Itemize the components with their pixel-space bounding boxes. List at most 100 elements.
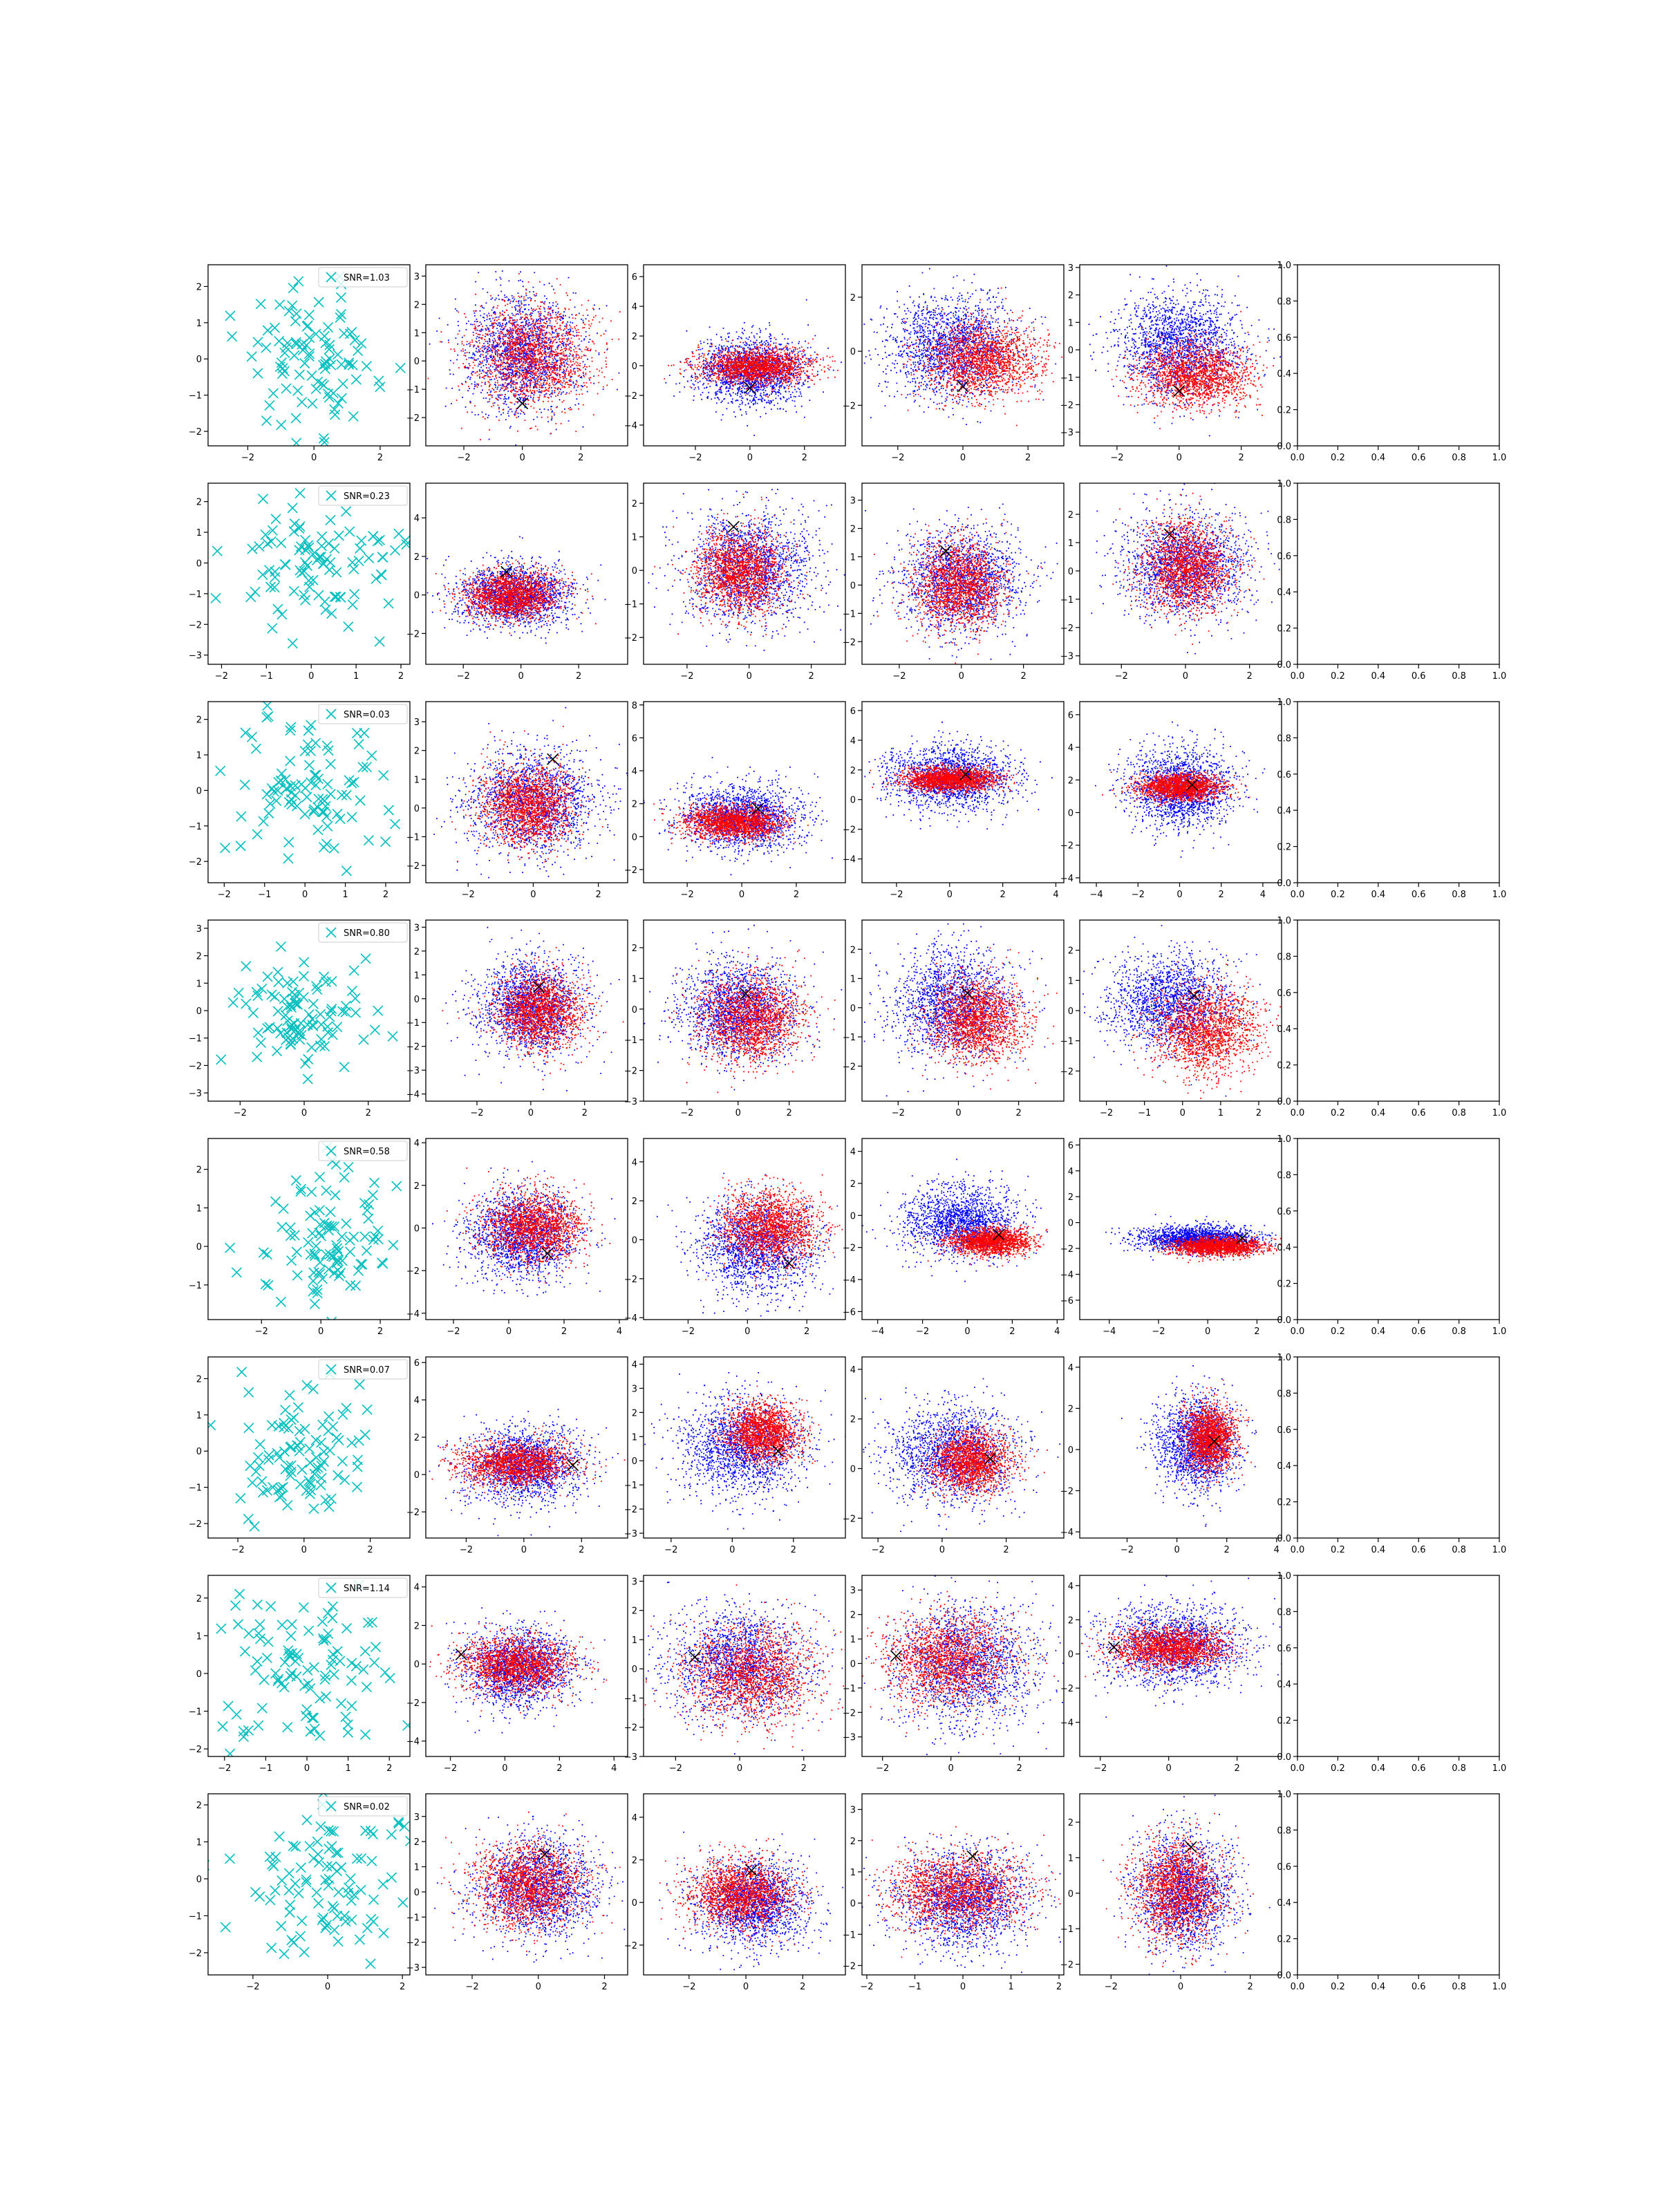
y-tick-label: 0 [196, 1875, 202, 1885]
y-tick-label: 2 [632, 800, 637, 810]
y-tick-label: 2 [414, 1837, 420, 1848]
y-tick-label: −1 [406, 385, 420, 395]
y-tick-label: −1 [189, 1483, 202, 1494]
y-tick-label: 4 [850, 1365, 856, 1376]
y-tick-label: 2 [196, 715, 202, 726]
x-tick-label: −2 [215, 671, 228, 682]
x-tick-label: 2 [1009, 1327, 1015, 1337]
y-tick-label: −2 [624, 1067, 637, 1077]
y-tick-label: −1 [624, 1035, 637, 1046]
y-tick-label: 6 [414, 1358, 420, 1369]
x-tick-label: 2 [1020, 671, 1026, 682]
y-tick-label: 4 [414, 1396, 420, 1406]
y-tick-label: −3 [406, 1963, 420, 1974]
y-tick-label: −2 [843, 1708, 856, 1718]
legend: SNR=1.03 [319, 268, 407, 287]
y-tick-label: −2 [624, 1723, 637, 1734]
y-tick-label: −1 [189, 1034, 202, 1044]
y-tick-label: 0 [850, 1465, 856, 1475]
x-tick-label: 2 [1248, 1982, 1253, 1992]
y-tick-label: −3 [843, 1733, 856, 1743]
x-tick-label: 0.8 [1452, 1327, 1466, 1337]
y-tick-label: 0.6 [1277, 333, 1291, 344]
x-tick-label: −2 [891, 453, 904, 463]
x-tick-label: 1 [345, 1763, 350, 1774]
y-tick-label: 4 [414, 1583, 420, 1593]
x-tick-label: 0.2 [1331, 890, 1345, 900]
x-tick-label: 0 [948, 1763, 954, 1774]
y-tick-label: 1 [196, 1411, 202, 1421]
y-tick-label: −2 [843, 401, 856, 411]
y-tick-label: 0 [414, 591, 420, 601]
x-tick-label: −2 [447, 1327, 460, 1337]
x-tick-label: 0 [304, 1763, 310, 1774]
x-tick-label: 2 [377, 1327, 383, 1337]
y-tick-label: −1 [189, 1911, 202, 1922]
x-tick-label: 4 [611, 1763, 617, 1774]
y-tick-label: −2 [624, 633, 637, 644]
x-tick-label: −2 [892, 1108, 905, 1118]
x-tick-label: 0 [947, 890, 953, 900]
y-tick-label: −2 [406, 1938, 420, 1949]
y-tick-label: −6 [1060, 1296, 1074, 1306]
y-tick-label: −2 [843, 1961, 856, 1971]
x-tick-label: 0 [960, 453, 966, 463]
x-tick-label: 2 [579, 1545, 584, 1555]
x-tick-label: 0 [1180, 1108, 1185, 1118]
y-tick-label: 4 [414, 1138, 420, 1149]
x-tick-label: −2 [860, 1982, 873, 1992]
x-tick-label: 0.6 [1412, 671, 1426, 682]
x-tick-label: 1.0 [1492, 1982, 1507, 1992]
y-tick-label: −2 [843, 1062, 856, 1072]
y-tick-label: 0.4 [1277, 1243, 1291, 1253]
x-tick-label: 0 [311, 453, 317, 463]
y-tick-label: 0.6 [1277, 1862, 1291, 1873]
y-tick-label: 6 [1068, 711, 1074, 721]
x-tick-label: 0 [743, 1982, 749, 1992]
y-tick-label: −2 [406, 1698, 420, 1709]
y-tick-label: 2 [850, 945, 856, 955]
y-tick-label: −2 [406, 861, 420, 872]
y-tick-label: −2 [189, 1745, 202, 1755]
y-tick-label: 3 [414, 718, 420, 728]
x-tick-label: 0.4 [1371, 1545, 1385, 1555]
x-tick-label: 2 [398, 671, 404, 682]
y-tick-label: −4 [1060, 874, 1074, 884]
y-tick-label: 0 [414, 1888, 420, 1898]
y-tick-label: −4 [406, 1090, 420, 1100]
y-tick-label: 3 [850, 496, 856, 507]
y-tick-label: −6 [843, 1307, 856, 1318]
x-tick-label: 2 [1017, 1763, 1022, 1774]
y-tick-label: 0.6 [1277, 1207, 1291, 1217]
y-tick-label: −3 [624, 1529, 637, 1539]
x-tick-label: −2 [1100, 1108, 1113, 1118]
y-tick-label: 0 [414, 804, 420, 814]
y-tick-label: 2 [196, 1801, 202, 1811]
y-tick-label: 2 [632, 944, 637, 954]
x-tick-label: 2 [1224, 1545, 1230, 1555]
x-tick-label: 0.6 [1412, 890, 1426, 900]
y-tick-label: 2 [414, 1621, 420, 1631]
x-tick-label: 0.2 [1331, 1763, 1345, 1774]
x-tick-label: −2 [460, 1545, 473, 1555]
y-tick-label: 0.0 [1277, 1752, 1291, 1763]
y-tick-label: 1 [196, 1631, 202, 1642]
x-tick-label: 0 [318, 1327, 324, 1337]
y-tick-label: 1 [196, 1838, 202, 1848]
x-tick-label: 0.4 [1371, 1982, 1385, 1992]
legend-label: SNR=0.58 [344, 1147, 390, 1157]
y-tick-label: −1 [189, 1281, 202, 1291]
x-tick-label: 0.6 [1412, 1982, 1426, 1992]
y-tick-label: 1 [1068, 538, 1074, 549]
x-tick-label: 2 [802, 453, 807, 463]
y-tick-label: 1 [196, 751, 202, 761]
legend-label: SNR=1.03 [344, 273, 390, 283]
x-tick-label: 0.8 [1452, 1982, 1466, 1992]
y-tick-label: 3 [850, 1586, 856, 1596]
x-tick-label: 0 [301, 1545, 307, 1555]
x-tick-label: 0 [1174, 1545, 1179, 1555]
x-tick-label: 0.4 [1371, 890, 1385, 900]
y-tick-label: 0.2 [1277, 1061, 1291, 1071]
y-tick-label: 0.8 [1277, 1826, 1291, 1836]
y-tick-label: −1 [843, 1033, 856, 1043]
